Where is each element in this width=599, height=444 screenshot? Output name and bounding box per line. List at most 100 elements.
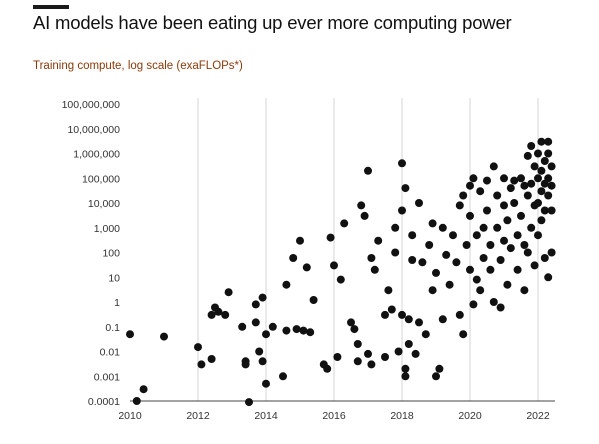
data-point <box>442 250 451 259</box>
data-point <box>404 315 413 324</box>
y-tick-label: 0.01 <box>100 347 121 359</box>
data-point <box>466 211 474 220</box>
data-point <box>486 265 495 274</box>
data-point <box>540 254 549 262</box>
data-point <box>207 355 216 363</box>
y-tick-label: 10,000,000 <box>67 124 120 136</box>
data-point <box>262 379 270 388</box>
data-point <box>411 349 420 358</box>
data-point <box>445 280 454 289</box>
data-point <box>452 258 461 267</box>
data-point <box>306 328 315 337</box>
data-point <box>425 241 434 249</box>
data-point <box>299 326 308 335</box>
x-tick-label: 2020 <box>458 410 482 422</box>
data-point <box>258 357 267 366</box>
data-point <box>401 372 410 381</box>
x-tick-label: 2018 <box>390 410 414 422</box>
data-point <box>547 206 556 215</box>
data-point <box>540 206 549 215</box>
data-point <box>398 310 406 319</box>
data-point <box>384 286 393 295</box>
data-point <box>544 273 553 282</box>
y-axis-ticks: 100,000,000 10,000,000 1,000,000 100,000 10,… <box>62 99 121 408</box>
data-point <box>245 398 253 407</box>
data-point <box>224 288 233 297</box>
data-point <box>398 206 406 215</box>
y-tick-label: 100,000,000 <box>62 99 121 111</box>
data-point <box>438 223 447 232</box>
data-point <box>510 176 519 185</box>
data-point <box>496 256 505 264</box>
data-point <box>534 199 542 207</box>
data-point <box>489 298 498 306</box>
data-point <box>428 286 437 295</box>
data-point <box>357 201 366 210</box>
data-point <box>404 340 413 348</box>
data-point <box>534 149 542 158</box>
data-point <box>537 187 546 196</box>
y-tick-label: 100 <box>102 248 120 260</box>
data-point <box>493 223 502 232</box>
y-tick-label: 0.1 <box>105 322 120 334</box>
x-tick-label: 2010 <box>118 410 142 422</box>
data-point <box>194 343 202 352</box>
data-point <box>398 159 406 168</box>
data-point <box>394 347 403 356</box>
data-point <box>415 199 423 207</box>
data-point <box>401 364 410 373</box>
x-tick-label: 2012 <box>186 410 210 422</box>
data-point <box>462 241 471 249</box>
data-point <box>547 162 556 171</box>
data-point <box>330 261 338 270</box>
data-point <box>469 174 478 183</box>
data-point <box>530 162 539 171</box>
data-point <box>479 223 488 232</box>
data-point <box>350 325 359 334</box>
data-point <box>435 364 444 373</box>
title-accent-bar <box>33 5 69 9</box>
data-point <box>262 330 270 339</box>
data-point <box>160 332 168 341</box>
data-point <box>207 310 216 319</box>
data-point <box>466 265 474 274</box>
data-point <box>197 360 206 369</box>
data-point <box>544 137 553 146</box>
data-point <box>476 187 485 196</box>
data-point <box>258 293 267 302</box>
data-point <box>523 151 532 160</box>
data-point <box>214 307 223 316</box>
data-point <box>459 191 468 200</box>
data-point <box>418 258 427 267</box>
data-point <box>323 364 332 373</box>
data-point <box>530 261 539 270</box>
data-point <box>479 254 488 262</box>
data-point <box>347 318 355 327</box>
data-point <box>537 166 546 175</box>
y-tick-label: 1 <box>114 297 120 309</box>
data-point <box>221 310 230 319</box>
data-point <box>353 357 362 366</box>
data-point <box>544 174 553 183</box>
data-point <box>401 184 410 193</box>
data-point <box>251 300 260 309</box>
data-point <box>520 286 529 295</box>
data-point <box>381 353 389 361</box>
data-point <box>309 296 318 304</box>
data-point <box>251 318 260 327</box>
data-point <box>534 231 542 240</box>
data-point <box>279 372 287 381</box>
data-point <box>500 201 508 210</box>
data-point <box>523 191 532 200</box>
data-point <box>472 231 481 240</box>
data-point <box>408 256 417 264</box>
data-point <box>336 275 345 284</box>
data-point <box>415 318 423 327</box>
data-point <box>370 265 379 274</box>
data-point <box>506 244 515 253</box>
data-point <box>547 181 556 190</box>
data-point <box>432 372 440 381</box>
data-point <box>408 231 417 240</box>
data-points <box>126 137 556 407</box>
